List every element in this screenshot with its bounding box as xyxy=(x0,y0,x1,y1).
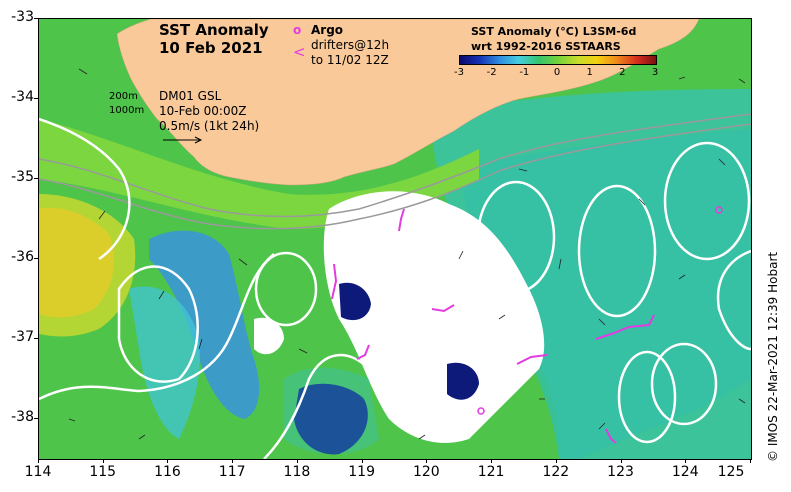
argo-float-2 xyxy=(477,407,485,415)
y-tick-label: -38 xyxy=(11,409,34,425)
drifter-track-2 xyxy=(398,208,405,232)
drifter-track-3 xyxy=(431,304,455,313)
drifter-track-1 xyxy=(331,263,338,300)
y-tick-label: -33 xyxy=(11,9,34,25)
current-arrows xyxy=(68,68,746,440)
eddy-contour-3 xyxy=(663,141,751,261)
x-tick-label: 114 xyxy=(24,464,52,480)
colorbar-tick-label: -2 xyxy=(486,67,497,78)
x-tick-label: 118 xyxy=(283,464,311,480)
colorbar-tick-label: 2 xyxy=(619,67,626,78)
x-tick-mark xyxy=(296,459,298,463)
map-title-line1: SST Anomaly xyxy=(159,21,269,39)
colorbar-tick-label: 0 xyxy=(553,67,561,78)
bathymetry-1000m xyxy=(39,123,751,230)
x-tick-label: 119 xyxy=(348,464,375,480)
x-tick-mark xyxy=(167,459,169,463)
x-tick-mark xyxy=(685,459,687,463)
eddy-contour-1 xyxy=(476,180,556,294)
x-tick-label: 121 xyxy=(477,464,505,480)
model-info-line2: 10-Feb 00:00Z xyxy=(159,104,247,118)
drifter-track-5 xyxy=(516,354,548,365)
colorbar-tick-label: -1 xyxy=(519,67,530,78)
x-tick-mark xyxy=(620,459,622,463)
credit-text: © IMOS 22-Mar-2021 12:39 Hobart xyxy=(766,251,780,462)
contour-label-1000m: 1000m xyxy=(109,105,145,116)
bathymetry-200m xyxy=(39,113,751,218)
y-tick-label: -36 xyxy=(11,249,34,265)
x-tick-label: 123 xyxy=(607,464,634,480)
contour-east-edge xyxy=(716,249,751,351)
cool-cyan-band xyxy=(129,286,200,439)
x-tick-label: 120 xyxy=(412,464,440,480)
x-tick-label: 125 xyxy=(717,464,745,480)
cold-patch-east xyxy=(447,362,479,400)
contour-south-line xyxy=(39,253,275,401)
x-tick-label: 116 xyxy=(154,464,181,480)
teal-patch-east xyxy=(459,129,751,459)
model-info-line1: DM01 GSL xyxy=(159,89,222,103)
map-canvas xyxy=(39,19,751,459)
y-tick-mark xyxy=(34,418,38,419)
colorbar xyxy=(459,55,657,65)
drifter-legend-line2: to 11/02 12Z xyxy=(311,53,389,67)
y-tick-mark xyxy=(34,98,38,99)
y-tick-label: -34 xyxy=(11,89,34,105)
eddy-contour-6 xyxy=(254,251,318,327)
drifter-legend-line1: drifters@12h xyxy=(311,38,390,52)
drifter-legend-symbol: < xyxy=(293,43,306,61)
eddy-contour-2 xyxy=(577,184,657,318)
y-tick-mark xyxy=(34,338,38,339)
colorbar-title-2: wrt 1992-2016 SSTAARS xyxy=(471,40,621,53)
eddy-contour-4 xyxy=(617,350,677,444)
y-tick-mark xyxy=(34,258,38,259)
velocity-scale-arrow xyxy=(163,136,203,144)
x-tick-mark xyxy=(102,459,104,463)
y-tick-label: -37 xyxy=(11,329,34,345)
contour-west-line xyxy=(39,117,131,261)
map-title-line2: 10 Feb 2021 xyxy=(159,39,263,57)
no-data-west xyxy=(254,317,284,355)
x-tick-mark xyxy=(750,459,751,463)
contour-west-loop xyxy=(117,265,199,383)
x-tick-mark xyxy=(555,459,557,463)
x-tick-mark xyxy=(491,459,493,463)
x-tick-label: 115 xyxy=(89,464,117,480)
x-tick-mark xyxy=(38,459,39,463)
x-tick-label: 124 xyxy=(671,464,699,480)
warm-west-yellow xyxy=(39,194,136,337)
cool-blue-band xyxy=(149,230,260,419)
contour-label-200m: 200m xyxy=(109,91,138,102)
drifter-track-7 xyxy=(605,428,617,444)
cold-patch-south xyxy=(294,383,368,455)
y-tick-mark xyxy=(34,18,38,19)
x-tick-label: 117 xyxy=(218,464,246,480)
model-info-line3: 0.5m/s (1kt 24h) xyxy=(159,119,260,133)
colorbar-ticks: -3 -2 -1 0 1 2 3 xyxy=(454,65,658,81)
colorbar-tick-label: -3 xyxy=(454,67,464,78)
x-tick-label: 122 xyxy=(542,464,570,480)
eddy-contour-5 xyxy=(650,342,718,426)
x-tick-mark xyxy=(361,459,363,463)
argo-legend-label: Argo xyxy=(311,23,344,37)
colorbar-tick-label: 1 xyxy=(586,67,593,78)
y-tick-mark xyxy=(34,178,38,179)
drifter-track-4 xyxy=(356,344,370,360)
contour-center-line xyxy=(263,353,370,459)
argo-legend-symbol: o xyxy=(293,23,302,37)
no-data-cloud xyxy=(323,191,545,443)
drifter-track-6 xyxy=(595,314,655,340)
x-tick-mark xyxy=(426,459,428,463)
sst-anomaly-map: SST Anomaly 10 Feb 2021 o Argo < drifter… xyxy=(38,18,752,460)
drifter-tracks xyxy=(331,208,655,444)
x-tick-mark xyxy=(232,459,234,463)
cyan-fringe xyxy=(284,367,379,454)
colorbar-tick-label: 3 xyxy=(651,67,659,78)
argo-float-1 xyxy=(715,206,723,214)
colorbar-title-1: SST Anomaly (°C) L3SM-6d xyxy=(471,25,637,38)
y-tick-label: -35 xyxy=(11,169,34,185)
cold-patch-center xyxy=(339,282,371,321)
